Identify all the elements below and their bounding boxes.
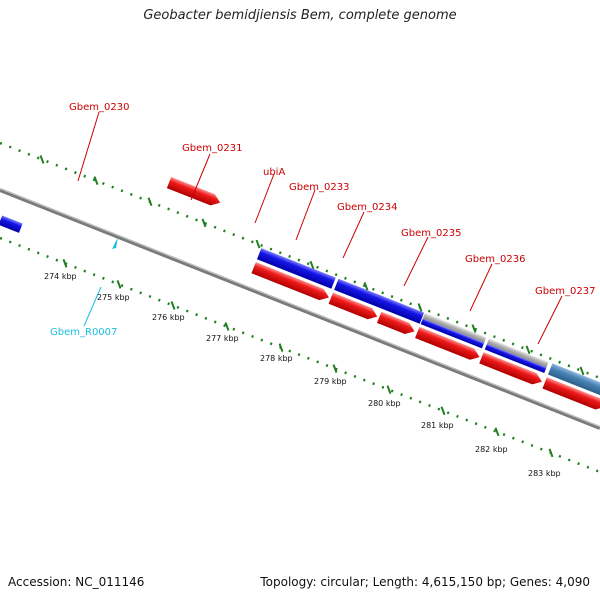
major-tick [579, 366, 585, 376]
major-tick [93, 176, 99, 185]
gene-label[interactable]: Gbem_0236 [465, 254, 525, 265]
major-tick [309, 260, 315, 270]
major-tick [201, 218, 207, 228]
ruler-label: 274 kbp [44, 272, 77, 281]
gene-label[interactable]: Gbem_0235 [401, 228, 461, 239]
genome-backbone-highlight [0, 188, 600, 428]
major-tick [525, 345, 531, 355]
map-title: Geobacter bemidjiensis Bem, complete gen… [143, 8, 457, 23]
ruler-label: 283 kbp [528, 469, 561, 478]
gene-feature[interactable] [376, 311, 417, 337]
major-tick [116, 280, 122, 289]
major-tick [494, 427, 500, 437]
major-tick [386, 385, 392, 395]
major-tick [332, 364, 338, 374]
topology-text: Topology: circular; Length: 4,615,150 bp… [260, 575, 590, 589]
ruler-label: 281 kbp [421, 421, 454, 430]
ruler-label: 278 kbp [260, 354, 293, 363]
major-tick [62, 258, 68, 268]
gene-label[interactable]: Gbem_0234 [337, 202, 397, 213]
ruler-labels: 274 kbp 275 kbp 276 kbp 277 kbp 278 kbp … [44, 272, 561, 478]
ruler-label: 282 kbp [475, 445, 508, 454]
gene-label-leaders [77, 111, 563, 345]
gene-feature[interactable] [328, 292, 380, 323]
ruler-label: 280 kbp [368, 399, 401, 408]
outer-major-ticks [39, 155, 585, 376]
major-tick [255, 239, 261, 249]
major-tick [417, 303, 423, 312]
gene-feature[interactable] [484, 343, 547, 374]
ruler-label: 279 kbp [314, 377, 347, 386]
gene-label[interactable]: Gbem_0237 [535, 286, 595, 297]
gene-feature[interactable] [422, 312, 487, 343]
gene-label[interactable]: Gbem_0233 [289, 182, 349, 193]
major-tick [471, 324, 477, 334]
gene-feature[interactable] [0, 215, 23, 233]
major-tick [147, 197, 153, 207]
gene-feature[interactable] [547, 363, 600, 399]
gene-feature[interactable] [256, 248, 336, 289]
gene-feature[interactable] [334, 278, 425, 324]
gene-feature[interactable] [420, 318, 485, 349]
accession-text: Accession: NC_011146 [8, 575, 145, 589]
gene-feature[interactable] [415, 326, 482, 363]
gene-labels: Gbem_0230 Gbem_0231 ubiA Gbem_0233 Gbem_… [69, 102, 595, 297]
major-tick [363, 281, 369, 291]
gene-label[interactable]: Gbem_0231 [182, 143, 242, 154]
major-tick [278, 343, 284, 352]
gene-feature[interactable] [542, 377, 600, 412]
gene-feature[interactable] [251, 262, 331, 303]
inner-major-ticks [62, 258, 554, 458]
ruler-label: 275 kbp [97, 293, 130, 302]
major-tick [39, 155, 45, 164]
genome-backbone [0, 188, 600, 430]
major-tick [440, 406, 446, 416]
rna-marker[interactable] [112, 237, 118, 249]
gene-label[interactable]: ubiA [263, 167, 285, 178]
major-tick [224, 322, 230, 331]
rna-label-leader [83, 286, 102, 327]
forward-strand-features [0, 215, 600, 399]
ruler-label: 276 kbp [152, 313, 185, 322]
gene-feature[interactable] [166, 176, 223, 208]
major-tick [170, 301, 176, 310]
rna-label[interactable]: Gbem_R0007 [50, 327, 117, 338]
gene-feature[interactable] [479, 352, 544, 387]
gene-label[interactable]: Gbem_0230 [69, 102, 129, 113]
ruler-label: 277 kbp [206, 334, 239, 343]
gene-feature[interactable] [486, 338, 549, 368]
reverse-strand-features [166, 176, 600, 412]
major-tick [548, 448, 554, 458]
